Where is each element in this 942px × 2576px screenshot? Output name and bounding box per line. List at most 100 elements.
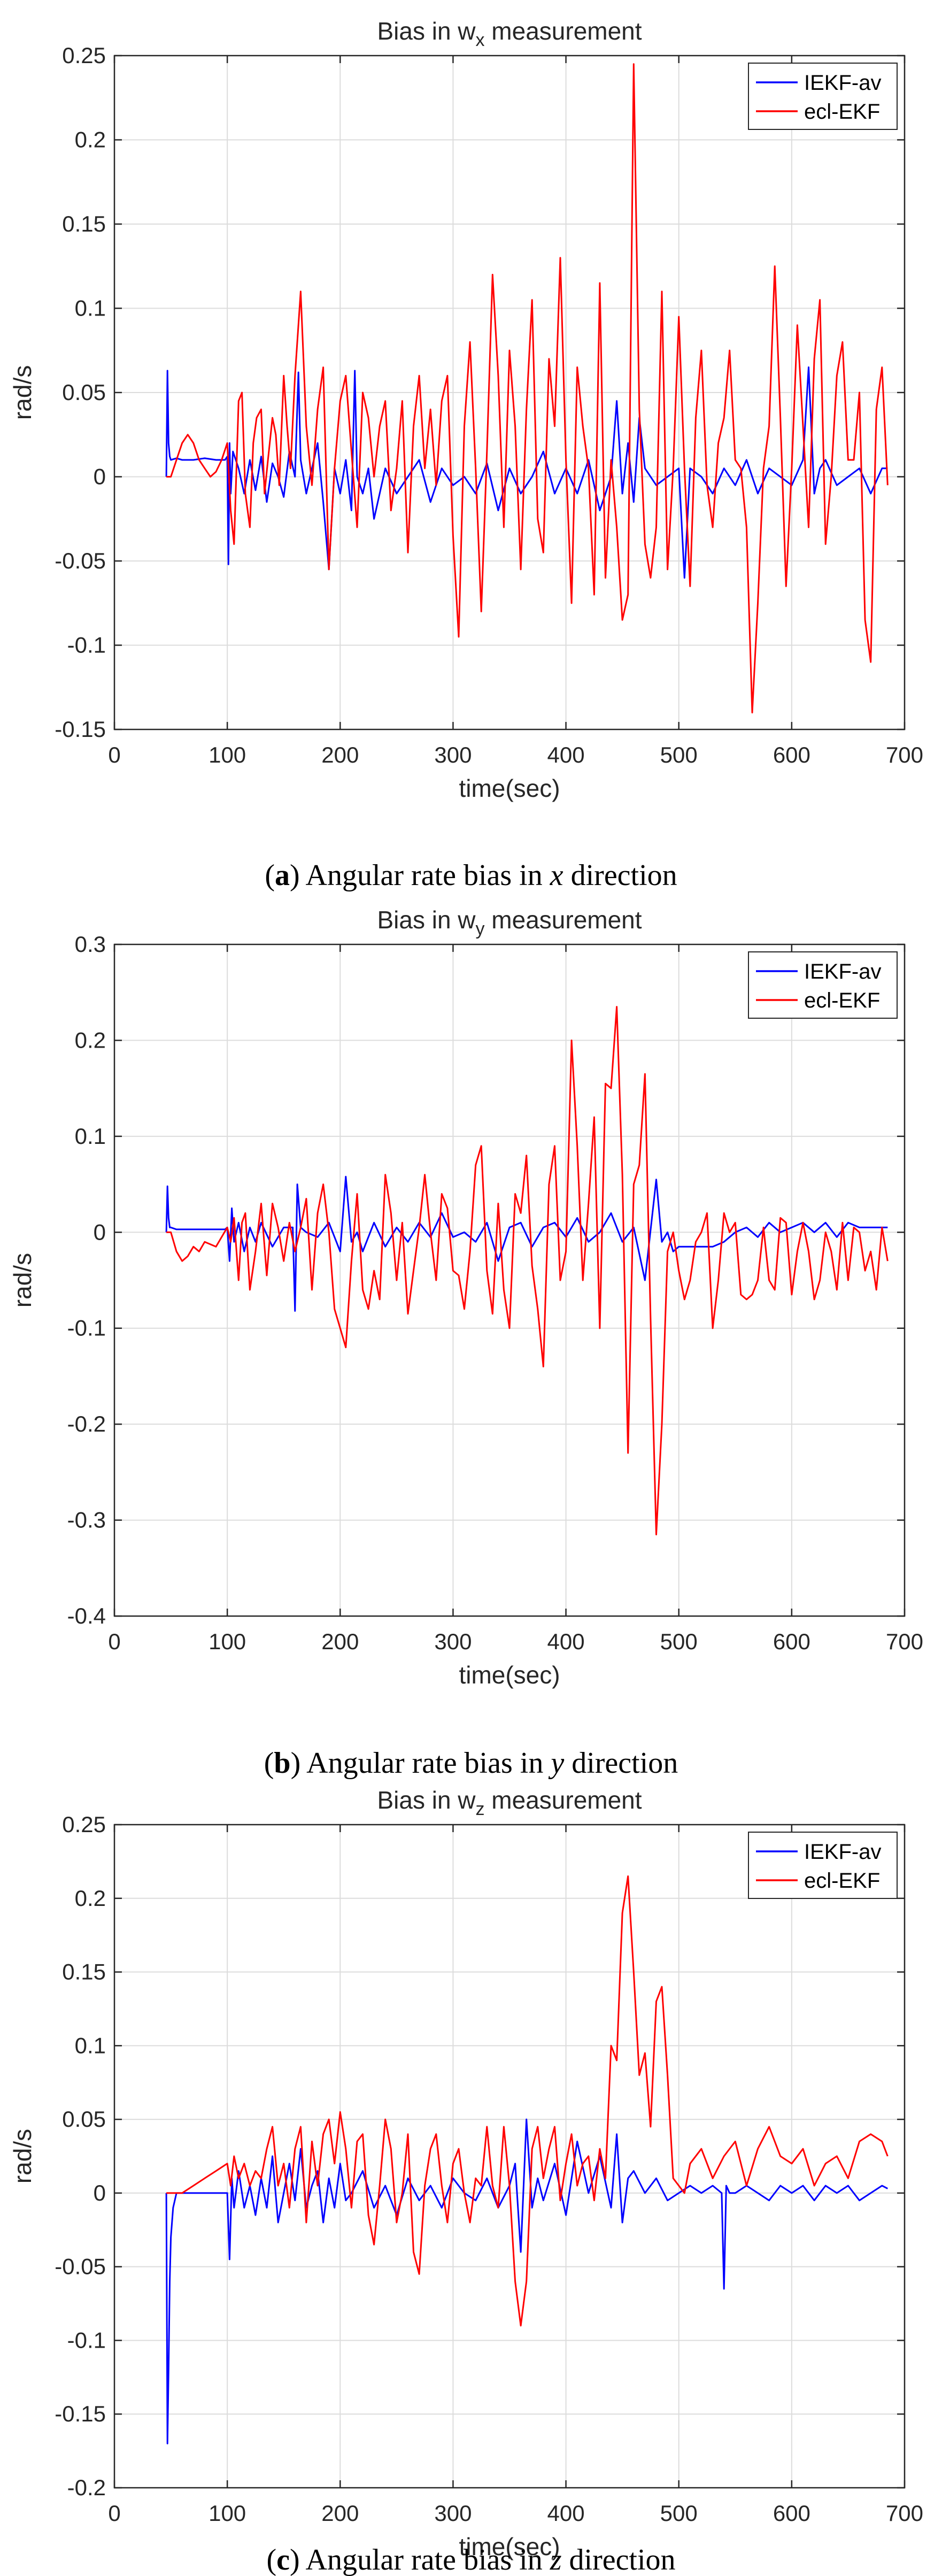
x-tick-label: 300 xyxy=(434,2501,472,2526)
x-tick-label: 500 xyxy=(660,1629,698,1654)
y-tick-label: 0.15 xyxy=(62,1959,106,1985)
x-tick-label: 400 xyxy=(547,1629,585,1654)
caption-close-paren: ) xyxy=(291,1747,301,1780)
x-tick-label: 100 xyxy=(209,2501,246,2526)
y-tick-label: 0.1 xyxy=(75,1124,106,1149)
chart-title: Bias in wx measurement xyxy=(377,17,642,50)
chart-title: Bias in wz measurement xyxy=(377,1786,642,1819)
legend-label: IEKF-av xyxy=(804,71,881,95)
y-axis-label: rad/s xyxy=(9,365,36,420)
chart-title-suffix: measurement xyxy=(485,17,642,45)
caption-open-paren: ( xyxy=(266,2543,276,2576)
caption-variable: x xyxy=(550,859,563,892)
series-line-ecl-ekf xyxy=(166,1006,889,1535)
y-tick-label: 0.15 xyxy=(62,211,106,236)
x-tick-label: 500 xyxy=(660,2501,698,2526)
plot-area xyxy=(114,1825,905,2488)
caption-text-end: direction xyxy=(564,1747,678,1780)
legend-box xyxy=(748,1832,898,1899)
y-tick-label: -0.4 xyxy=(67,1603,106,1628)
x-tick-label: 300 xyxy=(434,742,472,767)
x-tick-label: 500 xyxy=(660,742,698,767)
y-tick-label: -0.2 xyxy=(67,2475,106,2500)
caption-text-end: direction xyxy=(563,859,677,892)
x-tick-label: 600 xyxy=(773,1629,810,1654)
x-axis-label: time(sec) xyxy=(459,1661,560,1689)
y-tick-label: 0 xyxy=(94,1219,106,1244)
x-tick-label: 400 xyxy=(547,742,585,767)
x-axis-label: time(sec) xyxy=(459,2533,560,2560)
x-tick-label: 400 xyxy=(547,2501,585,2526)
legend: IEKF-av ecl-EKF xyxy=(748,1832,898,1899)
caption-text: Angular rate bias in xyxy=(300,2543,550,2576)
y-tick-label: -0.2 xyxy=(67,1411,106,1436)
legend-label: IEKF-av xyxy=(804,960,881,983)
caption-close-paren: ) xyxy=(290,2543,300,2576)
y-tick-label: -0.1 xyxy=(67,1316,106,1341)
y-axis-label: rad/s xyxy=(9,1253,36,1308)
y-tick-label: -0.05 xyxy=(55,548,106,573)
chart-title-subscript: z xyxy=(476,1799,485,1819)
y-tick-label: 0.1 xyxy=(75,296,106,321)
x-tick-label: 0 xyxy=(108,742,120,767)
y-tick-label: 0 xyxy=(94,464,106,489)
chart-title-suffix: measurement xyxy=(485,906,642,934)
y-tick-label: -0.05 xyxy=(55,2254,106,2279)
axes-box xyxy=(113,943,906,1617)
x-tick-label: 0 xyxy=(108,1629,120,1654)
caption-open-paren: ( xyxy=(265,859,275,892)
chart-panel-c: 0 100 200 300 400 500 600 700 -0.2 -0.15 -0.1 -0.05… xyxy=(9,1786,923,2576)
chart-title-subscript: y xyxy=(476,919,485,939)
caption-open-paren: ( xyxy=(264,1747,274,1780)
series-line-ecl-ekf xyxy=(166,63,889,713)
x-tick-label: 0 xyxy=(108,2501,120,2526)
y-tick-label: -0.1 xyxy=(67,2327,106,2352)
legend-label: ecl-EKF xyxy=(804,989,880,1012)
y-tick-label: 0 xyxy=(94,2180,106,2205)
x-tick-label: 700 xyxy=(886,1629,923,1654)
y-tick-label: -0.1 xyxy=(67,633,106,658)
x-tick-label: 200 xyxy=(321,1629,359,1654)
figure-caption: (a) Angular rate bias in x direction xyxy=(265,859,677,892)
y-tick-label: 0.25 xyxy=(62,1812,106,1837)
series-line-iekf-av xyxy=(165,1175,888,1312)
chart-panel-a: 0 100 200 300 400 500 600 700 -0.15 -0.1 -0.05 0 0.0… xyxy=(9,17,923,892)
legend-box xyxy=(748,63,898,130)
chart-panel-b: 0 100 200 300 400 500 600 700 -0.4 -0.3 -0.2 -0.1 0 0… xyxy=(9,906,923,1780)
caption-letter: c xyxy=(276,2543,290,2576)
chart-title-suffix: measurement xyxy=(485,1786,642,1814)
chart-title-prefix: Bias in w xyxy=(377,17,476,45)
y-tick-label: 0.2 xyxy=(75,127,106,152)
legend-box xyxy=(748,951,898,1019)
y-tick-label: -0.15 xyxy=(55,2401,106,2426)
plot-area xyxy=(114,944,905,1616)
y-tick-label: 0.2 xyxy=(75,1886,106,1911)
legend-label: IEKF-av xyxy=(804,1840,881,1864)
x-tick-label: 700 xyxy=(886,2501,923,2526)
legend: IEKF-av ecl-EKF xyxy=(748,951,898,1019)
axes-box xyxy=(113,1824,906,2489)
caption-letter: b xyxy=(274,1747,290,1780)
figure-caption: (b) Angular rate bias in y direction xyxy=(264,1747,678,1780)
legend-label: ecl-EKF xyxy=(804,100,880,124)
x-tick-label: 100 xyxy=(209,1629,246,1654)
caption-letter: a xyxy=(275,859,290,892)
caption-text: Angular rate bias in xyxy=(300,859,550,892)
x-tick-label: 100 xyxy=(209,742,246,767)
chart-title-prefix: Bias in w xyxy=(377,906,476,934)
x-axis-label: time(sec) xyxy=(459,774,560,802)
x-tick-label: 700 xyxy=(886,742,923,767)
series-line-ecl-ekf xyxy=(166,1875,889,2327)
caption-variable: z xyxy=(550,2543,562,2576)
caption-close-paren: ) xyxy=(290,859,300,892)
y-axis-label: rad/s xyxy=(9,2129,36,2183)
x-tick-label: 300 xyxy=(434,1629,472,1654)
x-tick-label: 600 xyxy=(773,2501,810,2526)
y-tick-label: 0.05 xyxy=(62,380,106,405)
caption-variable: y xyxy=(548,1747,564,1780)
chart-title-subscript: x xyxy=(476,30,485,50)
x-tick-label: 200 xyxy=(321,742,359,767)
chart-title: Bias in wy measurement xyxy=(377,906,642,939)
x-tick-label: 200 xyxy=(321,2501,359,2526)
